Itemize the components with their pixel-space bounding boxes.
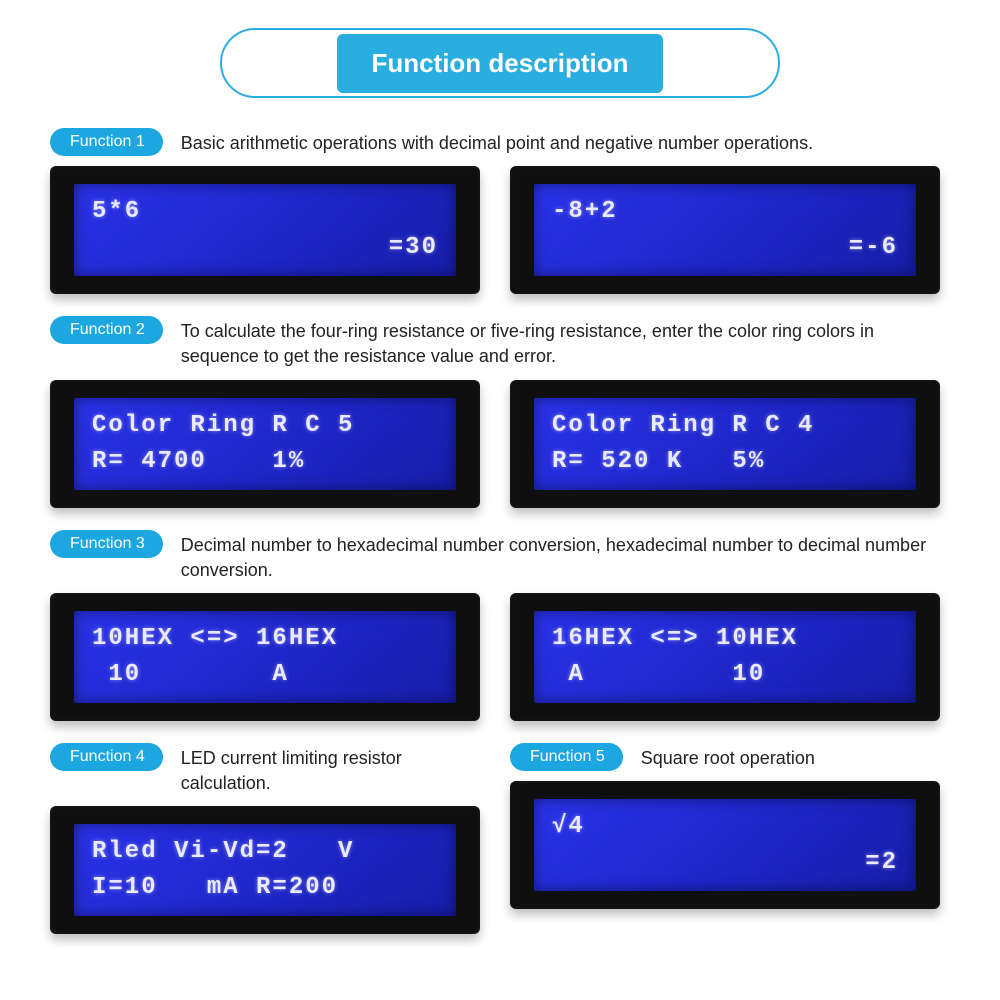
lcd-line2: =30 <box>92 233 438 263</box>
lcd-line1: Color Ring R C 4 <box>552 411 898 441</box>
functions-4-5-row: Function 4 LED current limiting resistor… <box>50 743 950 956</box>
lcd-module: 5*6 =30 <box>50 166 480 294</box>
lcd-screen: -8+2 =-6 <box>534 184 916 276</box>
lcd-module: 10HEX <=> 16HEX 10 A <box>50 593 480 721</box>
function-3-tag: Function 3 <box>50 530 163 558</box>
lcd-module: √4 =2 <box>510 781 940 909</box>
function-1-desc: Basic arithmetic operations with decimal… <box>181 128 813 156</box>
function-4-desc: LED current limiting resistor calculatio… <box>181 743 480 796</box>
function-3-desc: Decimal number to hexadecimal number con… <box>181 530 950 583</box>
function-2-tag: Function 2 <box>50 316 163 344</box>
lcd-screen: 16HEX <=> 10HEX A 10 <box>534 611 916 703</box>
lcd-line2: R= 4700 1% <box>92 447 438 477</box>
lcd-line2: I=10 mA R=200 <box>92 873 438 903</box>
function-5-lcd: √4 =2 <box>510 781 940 909</box>
lcd-line1: 5*6 <box>92 197 438 227</box>
lcd-line1: Color Ring R C 5 <box>92 411 438 441</box>
lcd-line2: R= 520 K 5% <box>552 447 898 477</box>
function-3-lcds: 10HEX <=> 16HEX 10 A 16HEX <=> 10HEX A 1… <box>50 593 950 721</box>
function-1-header: Function 1 Basic arithmetic operations w… <box>50 128 950 156</box>
function-1-lcds: 5*6 =30 -8+2 =-6 <box>50 166 950 294</box>
lcd-line1: -8+2 <box>552 197 898 227</box>
lcd-screen: 5*6 =30 <box>74 184 456 276</box>
function-5-desc: Square root operation <box>641 743 815 771</box>
lcd-line1: Rled Vi-Vd=2 V <box>92 837 438 867</box>
lcd-line2: =2 <box>552 848 898 878</box>
lcd-screen: Rled Vi-Vd=2 V I=10 mA R=200 <box>74 824 456 916</box>
lcd-module: 16HEX <=> 10HEX A 10 <box>510 593 940 721</box>
lcd-line2: 10 A <box>92 660 438 690</box>
function-2-header: Function 2 To calculate the four-ring re… <box>50 316 950 369</box>
lcd-screen: Color Ring R C 4 R= 520 K 5% <box>534 398 916 490</box>
function-4-col: Function 4 LED current limiting resistor… <box>50 743 480 956</box>
lcd-line2: A 10 <box>552 660 898 690</box>
lcd-module: Rled Vi-Vd=2 V I=10 mA R=200 <box>50 806 480 934</box>
lcd-module: Color Ring R C 5 R= 4700 1% <box>50 380 480 508</box>
function-2-desc: To calculate the four-ring resistance or… <box>181 316 950 369</box>
lcd-screen: Color Ring R C 5 R= 4700 1% <box>74 398 456 490</box>
function-5-col: Function 5 Square root operation √4 =2 <box>510 743 940 956</box>
function-4-tag: Function 4 <box>50 743 163 771</box>
lcd-line1: √4 <box>552 812 898 842</box>
function-5-header: Function 5 Square root operation <box>510 743 940 771</box>
lcd-module: Color Ring R C 4 R= 520 K 5% <box>510 380 940 508</box>
function-5-tag: Function 5 <box>510 743 623 771</box>
function-1-tag: Function 1 <box>50 128 163 156</box>
function-3-header: Function 3 Decimal number to hexadecimal… <box>50 530 950 583</box>
lcd-screen: √4 =2 <box>534 799 916 891</box>
lcd-screen: 10HEX <=> 16HEX 10 A <box>74 611 456 703</box>
lcd-line1: 10HEX <=> 16HEX <box>92 624 438 654</box>
page-title: Function description <box>371 48 628 78</box>
function-2-lcds: Color Ring R C 5 R= 4700 1% Color Ring R… <box>50 380 950 508</box>
lcd-module: -8+2 =-6 <box>510 166 940 294</box>
lcd-line1: 16HEX <=> 10HEX <box>552 624 898 654</box>
header-capsule: Function description <box>220 28 780 98</box>
function-4-lcd: Rled Vi-Vd=2 V I=10 mA R=200 <box>50 806 480 934</box>
page-title-badge: Function description <box>337 34 662 93</box>
lcd-line2: =-6 <box>552 233 898 263</box>
function-4-header: Function 4 LED current limiting resistor… <box>50 743 480 796</box>
